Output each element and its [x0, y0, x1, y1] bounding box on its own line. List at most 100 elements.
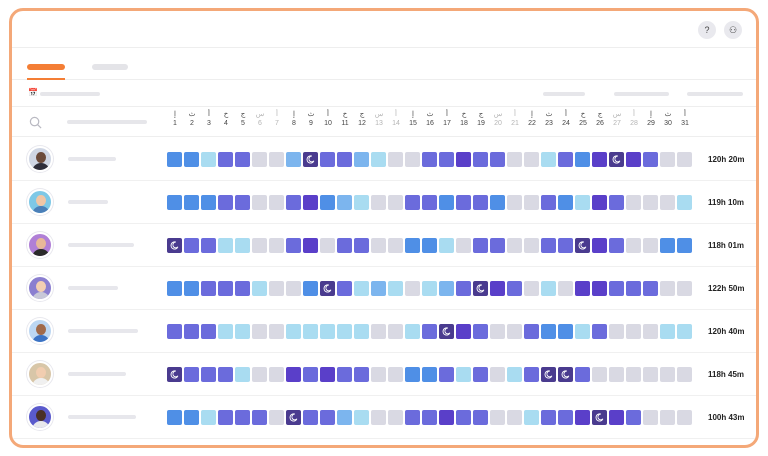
day-cell[interactable] [626, 281, 641, 296]
day-cell[interactable] [490, 410, 505, 425]
day-cell[interactable] [405, 152, 420, 167]
day-cell[interactable] [252, 367, 267, 382]
day-cell[interactable] [286, 238, 301, 253]
day-cell[interactable] [269, 152, 284, 167]
day-cell[interactable] [422, 152, 437, 167]
day-cell[interactable] [677, 410, 692, 425]
day-cell[interactable] [541, 281, 556, 296]
day-cell[interactable] [388, 324, 403, 339]
day-cell[interactable] [269, 410, 284, 425]
day-cell[interactable] [626, 324, 641, 339]
day-cell[interactable] [405, 324, 420, 339]
day-cell[interactable] [252, 238, 267, 253]
day-cell[interactable] [337, 410, 352, 425]
day-cell[interactable] [439, 238, 454, 253]
day-cell[interactable] [609, 410, 624, 425]
day-cell[interactable] [643, 324, 658, 339]
date-range-placeholder[interactable] [40, 92, 100, 96]
day-cell[interactable] [405, 238, 420, 253]
day-cell[interactable] [218, 152, 233, 167]
day-cell[interactable] [167, 410, 182, 425]
day-cell[interactable] [677, 367, 692, 382]
day-cell[interactable] [575, 410, 590, 425]
employee-row[interactable]: 120h 40m [12, 310, 756, 353]
day-cell[interactable] [269, 195, 284, 210]
day-cell[interactable] [524, 410, 539, 425]
employee-name-placeholder[interactable] [68, 372, 126, 376]
day-cell[interactable] [643, 410, 658, 425]
day-cell[interactable] [184, 238, 199, 253]
employee-row[interactable]: 122h 50m [12, 267, 756, 310]
employee-name-placeholder[interactable] [68, 243, 134, 247]
day-cell[interactable] [456, 195, 471, 210]
day-cell[interactable] [473, 238, 488, 253]
employee-name-placeholder[interactable] [68, 415, 136, 419]
day-cell[interactable] [184, 324, 199, 339]
day-cell[interactable] [507, 152, 522, 167]
day-cell[interactable] [337, 152, 352, 167]
night-shift-cell[interactable] [286, 410, 301, 425]
day-cell[interactable] [201, 324, 216, 339]
day-cell[interactable] [269, 367, 284, 382]
day-cell[interactable] [354, 238, 369, 253]
day-cell[interactable] [507, 410, 522, 425]
day-cell[interactable] [456, 281, 471, 296]
day-cell[interactable] [643, 367, 658, 382]
day-cell[interactable] [660, 367, 675, 382]
day-cell[interactable] [269, 281, 284, 296]
day-cell[interactable] [405, 367, 420, 382]
day-cell[interactable] [422, 281, 437, 296]
day-cell[interactable] [643, 281, 658, 296]
day-cell[interactable] [592, 195, 607, 210]
day-cell[interactable] [354, 152, 369, 167]
day-cell[interactable] [201, 281, 216, 296]
day-cell[interactable] [592, 367, 607, 382]
day-cell[interactable] [643, 152, 658, 167]
search-icon[interactable] [29, 116, 42, 129]
day-cell[interactable] [422, 410, 437, 425]
day-cell[interactable] [473, 195, 488, 210]
day-cell[interactable] [490, 152, 505, 167]
day-cell[interactable] [371, 238, 386, 253]
day-cell[interactable] [439, 195, 454, 210]
day-cell[interactable] [286, 324, 301, 339]
day-cell[interactable] [303, 410, 318, 425]
day-cell[interactable] [626, 367, 641, 382]
day-cell[interactable] [677, 195, 692, 210]
avatar[interactable] [27, 232, 53, 258]
day-cell[interactable] [201, 238, 216, 253]
employee-name-placeholder[interactable] [68, 200, 108, 204]
day-cell[interactable] [660, 238, 675, 253]
day-cell[interactable] [490, 281, 505, 296]
employee-row[interactable]: 118h 01m [12, 224, 756, 267]
day-cell[interactable] [218, 410, 233, 425]
day-cell[interactable] [558, 281, 573, 296]
day-cell[interactable] [490, 324, 505, 339]
day-cell[interactable] [252, 195, 267, 210]
day-cell[interactable] [456, 324, 471, 339]
day-cell[interactable] [354, 410, 369, 425]
day-cell[interactable] [626, 195, 641, 210]
day-cell[interactable] [609, 367, 624, 382]
day-cell[interactable] [439, 152, 454, 167]
night-shift-cell[interactable] [167, 238, 182, 253]
day-cell[interactable] [575, 367, 590, 382]
day-cell[interactable] [303, 195, 318, 210]
day-cell[interactable] [167, 281, 182, 296]
day-cell[interactable] [575, 195, 590, 210]
day-cell[interactable] [405, 410, 420, 425]
day-cell[interactable] [184, 152, 199, 167]
day-cell[interactable] [388, 195, 403, 210]
day-cell[interactable] [473, 410, 488, 425]
day-cell[interactable] [558, 195, 573, 210]
day-cell[interactable] [456, 238, 471, 253]
day-cell[interactable] [677, 238, 692, 253]
day-cell[interactable] [252, 410, 267, 425]
day-cell[interactable] [592, 281, 607, 296]
filter-placeholder-3[interactable] [687, 92, 743, 96]
day-cell[interactable] [371, 410, 386, 425]
day-cell[interactable] [660, 410, 675, 425]
day-cell[interactable] [541, 324, 556, 339]
night-shift-cell[interactable] [473, 281, 488, 296]
employee-row[interactable]: 100h 43m [12, 396, 756, 439]
